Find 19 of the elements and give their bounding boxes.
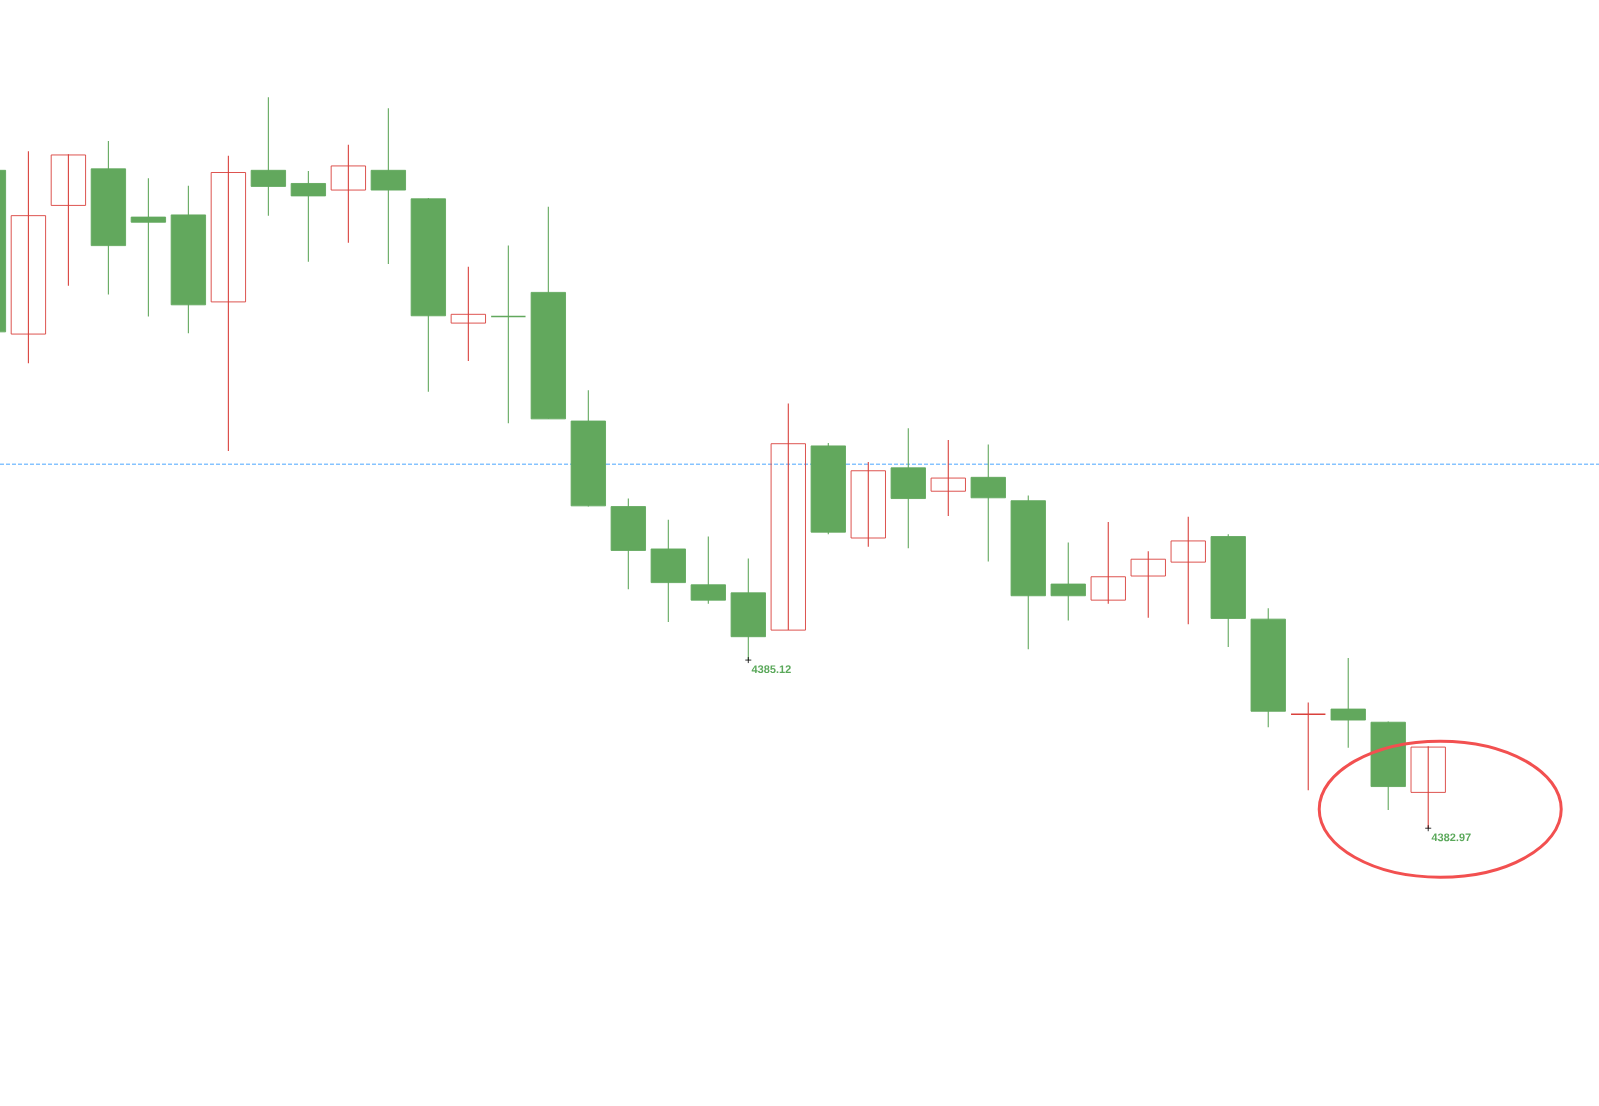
candlestick [1130, 550, 1166, 619]
candlestick [50, 153, 87, 287]
candlestick [1290, 701, 1327, 791]
candlestick [450, 266, 486, 362]
candlestick [370, 107, 406, 265]
candlestick [250, 96, 287, 217]
candlestick [10, 150, 47, 364]
candlestick [1170, 516, 1206, 625]
annotation: 4385.12 [751, 665, 791, 674]
candlestick [770, 402, 806, 631]
candlestick [930, 439, 966, 517]
candlestick [1090, 521, 1126, 605]
candlestick [850, 461, 886, 548]
text: 4382.97 [1431, 833, 1471, 842]
candlestick [210, 155, 247, 452]
candlestick [130, 177, 167, 318]
candlestick [490, 245, 527, 424]
candlestick [1330, 657, 1366, 749]
candlestick [330, 144, 366, 244]
